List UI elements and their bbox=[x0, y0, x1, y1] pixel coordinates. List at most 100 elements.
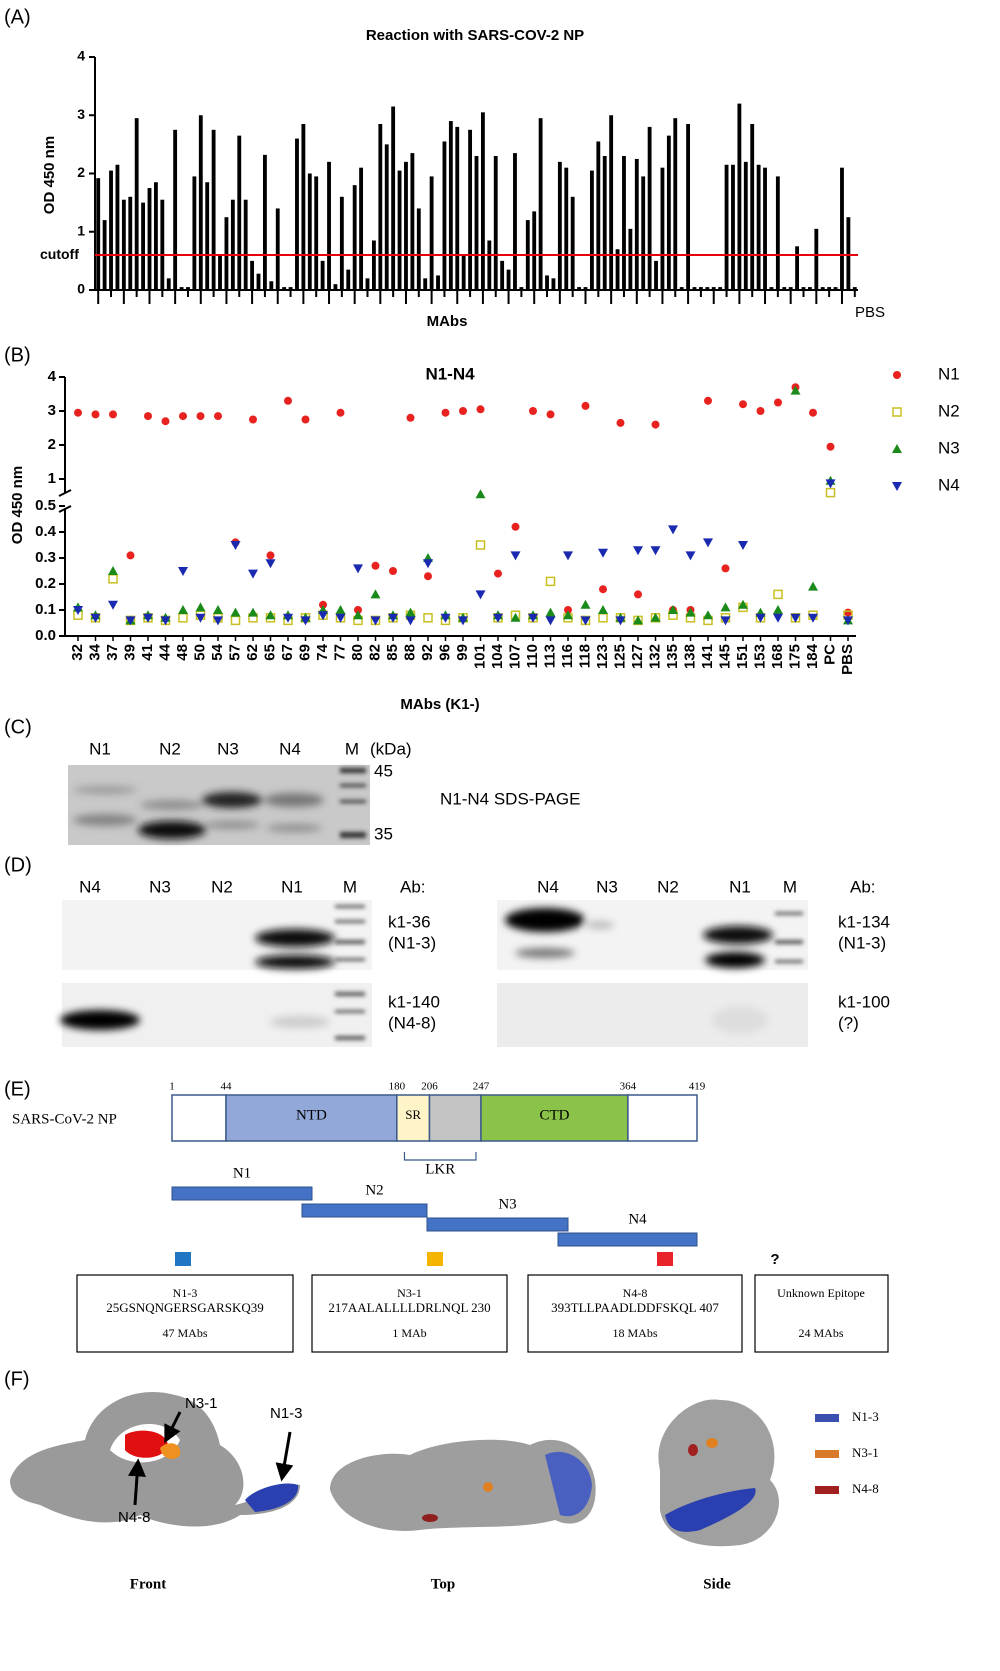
bar bbox=[198, 115, 203, 290]
point bbox=[440, 613, 451, 623]
y-axis-label: OD 450 nm bbox=[41, 136, 58, 214]
y-tick-label: 3 bbox=[77, 106, 85, 122]
y-tick-label: 4 bbox=[48, 368, 57, 385]
bar bbox=[134, 118, 139, 290]
bar bbox=[846, 217, 851, 290]
x-tick-label: 168 bbox=[769, 644, 786, 669]
lane-label: M bbox=[345, 739, 359, 758]
x-tick-label: 138 bbox=[681, 644, 698, 669]
domain bbox=[627, 1094, 698, 1142]
x-tick-label: 153 bbox=[751, 644, 768, 669]
point bbox=[598, 613, 608, 623]
bar bbox=[622, 156, 626, 290]
epitope-count: 1 MAb bbox=[392, 1326, 426, 1340]
epitope-box bbox=[76, 1274, 294, 1353]
bar bbox=[513, 153, 517, 290]
point bbox=[545, 576, 556, 587]
legend-label: N4-8 bbox=[852, 1481, 879, 1496]
point bbox=[335, 605, 346, 614]
bar bbox=[487, 240, 492, 290]
antibody-label: k1-36 bbox=[388, 912, 431, 931]
bar bbox=[115, 164, 120, 290]
domain bbox=[428, 1094, 482, 1142]
bar bbox=[243, 199, 248, 290]
bar bbox=[160, 199, 165, 290]
bar bbox=[282, 287, 287, 290]
bar bbox=[564, 167, 569, 290]
bar bbox=[141, 202, 146, 290]
bar bbox=[365, 278, 370, 290]
fragment-label: N3 bbox=[498, 1196, 516, 1212]
x-tick-label: 57 bbox=[226, 644, 243, 661]
antibody-label: k1-134 bbox=[838, 912, 890, 931]
bar bbox=[301, 123, 306, 290]
lane-label: N4 bbox=[537, 877, 559, 896]
point bbox=[510, 551, 521, 561]
bar bbox=[327, 161, 331, 290]
point bbox=[808, 613, 818, 623]
legend-swatch bbox=[815, 1414, 839, 1422]
point bbox=[755, 613, 766, 623]
bar bbox=[718, 287, 723, 290]
point bbox=[739, 400, 747, 409]
x-tick-label: 145 bbox=[716, 644, 733, 669]
x-tick-label: 88 bbox=[401, 644, 418, 661]
view-label: Top bbox=[431, 1576, 455, 1592]
point bbox=[265, 610, 276, 620]
point bbox=[546, 410, 555, 419]
bar bbox=[506, 269, 511, 290]
bar bbox=[109, 170, 113, 290]
lane-label: N1 bbox=[89, 739, 111, 758]
point bbox=[668, 525, 678, 535]
callout-label: N4-8 bbox=[118, 1509, 151, 1526]
bar bbox=[211, 129, 216, 290]
point bbox=[476, 405, 485, 414]
point bbox=[892, 444, 902, 453]
point bbox=[844, 608, 852, 617]
point bbox=[528, 613, 538, 623]
point bbox=[580, 616, 591, 626]
y-tick-label: 0.4 bbox=[35, 523, 57, 540]
point bbox=[459, 407, 467, 415]
bar bbox=[397, 170, 402, 290]
bar bbox=[288, 287, 293, 290]
bar bbox=[737, 103, 742, 290]
position-label: 44 bbox=[221, 1081, 233, 1093]
point bbox=[318, 611, 328, 621]
bar bbox=[807, 287, 812, 290]
cutoff-label: cutoff bbox=[40, 246, 79, 262]
bar bbox=[679, 287, 684, 290]
chart-title: Reaction with SARS-COV-2 NP bbox=[366, 27, 584, 44]
x-tick-label: 44 bbox=[156, 643, 173, 660]
point bbox=[790, 385, 801, 395]
linker-label: LKR bbox=[425, 1161, 455, 1177]
point bbox=[843, 616, 853, 626]
point bbox=[826, 442, 835, 451]
x-tick-label: 82 bbox=[366, 644, 383, 661]
point bbox=[703, 538, 713, 548]
point bbox=[196, 412, 205, 421]
point bbox=[633, 615, 643, 625]
domain-label: CTD bbox=[539, 1107, 569, 1123]
domain bbox=[171, 1094, 227, 1142]
position-label: 247 bbox=[473, 1081, 490, 1093]
x-tick-label: 184 bbox=[804, 643, 821, 669]
point bbox=[615, 616, 626, 626]
position-label: 1 bbox=[169, 1081, 175, 1093]
point bbox=[703, 610, 713, 620]
unknown-mark: ? bbox=[770, 1251, 779, 1268]
domain-label: NTD bbox=[296, 1107, 327, 1123]
point bbox=[773, 589, 783, 600]
x-tick-label: 99 bbox=[454, 644, 471, 661]
point bbox=[738, 599, 748, 609]
point bbox=[405, 607, 416, 617]
bar bbox=[237, 135, 242, 290]
x-end-label: PBS bbox=[855, 304, 885, 321]
y-axis-label: OD 450 nm bbox=[9, 466, 26, 544]
x-tick-label: 135 bbox=[664, 644, 681, 669]
bar bbox=[166, 278, 171, 290]
point bbox=[790, 613, 801, 623]
bar bbox=[147, 188, 152, 290]
point bbox=[213, 616, 223, 626]
y-tick-label: 3 bbox=[48, 402, 56, 419]
